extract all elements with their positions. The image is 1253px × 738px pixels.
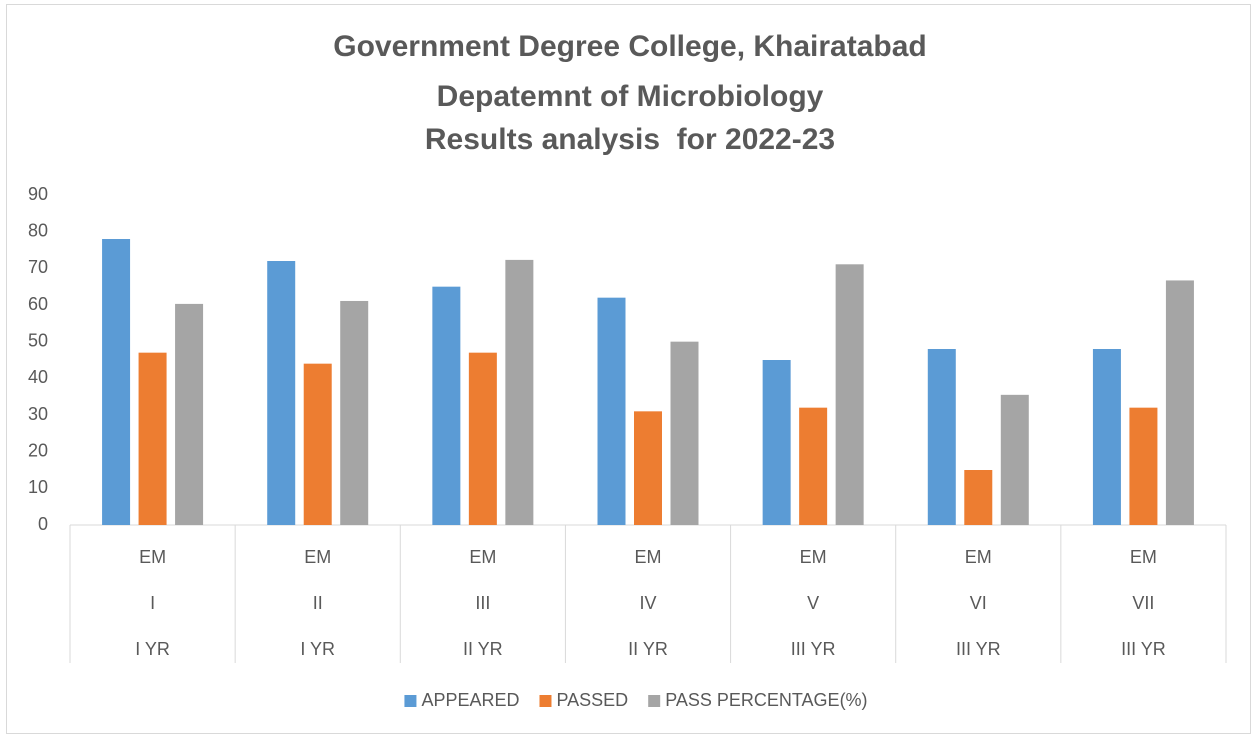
x-tick-label: EM [965, 547, 992, 567]
x-tick-label: EM [635, 547, 662, 567]
x-tick-label: I [150, 593, 155, 613]
x-tick-label: EM [1130, 547, 1157, 567]
bar [505, 259, 534, 525]
bar [1129, 407, 1158, 525]
bar [799, 407, 828, 525]
legend-swatch [404, 695, 417, 707]
bar [175, 303, 204, 525]
bar [138, 352, 167, 525]
bar [102, 239, 131, 525]
bar [634, 411, 662, 525]
y-tick-label: 10 [28, 477, 48, 497]
bar [835, 264, 864, 525]
legend-swatch [648, 695, 661, 707]
y-tick-label: 90 [28, 184, 48, 204]
bar [1000, 394, 1029, 525]
chart-title: Government Degree College, Khairatabad [333, 30, 927, 63]
legend-label: PASS PERCENTAGE(%) [665, 690, 867, 710]
bar [468, 352, 497, 525]
x-tick-label: EM [800, 547, 827, 567]
x-tick-label: II [313, 593, 323, 613]
bar [303, 363, 332, 525]
y-tick-label: 20 [28, 440, 48, 460]
bar [597, 297, 626, 525]
legend-label: PASSED [556, 690, 628, 710]
bar [267, 261, 296, 525]
y-tick-label: 40 [28, 367, 48, 387]
x-tick-label: III YR [956, 639, 1001, 659]
chart-title: Depatemnt of Microbiology [437, 80, 824, 113]
bar [1165, 280, 1194, 525]
x-tick-label: II YR [463, 639, 503, 659]
x-tick-label: EM [304, 547, 331, 567]
bar [964, 470, 993, 525]
bar [340, 300, 369, 525]
chart-border [6, 4, 1251, 734]
x-tick-label: VII [1132, 593, 1154, 613]
y-tick-label: 0 [38, 514, 48, 534]
x-tick-label: I YR [135, 639, 170, 659]
chart-title: Results analysis for 2022-23 [425, 123, 835, 156]
y-tick-label: 70 [28, 257, 48, 277]
x-tick-label: III YR [791, 639, 836, 659]
x-tick-label: II YR [628, 639, 668, 659]
legend-swatch [539, 695, 552, 707]
x-tick-label: IV [639, 593, 656, 613]
x-tick-label: EM [469, 547, 496, 567]
bar [762, 360, 791, 525]
y-tick-label: 50 [28, 330, 48, 350]
y-tick-label: 80 [28, 220, 48, 240]
x-tick-label: V [807, 593, 819, 613]
bar [432, 286, 461, 525]
x-tick-label: III YR [1121, 639, 1166, 659]
bar [1092, 349, 1121, 525]
x-tick-label: III [475, 593, 490, 613]
x-tick-label: EM [139, 547, 166, 567]
bar [927, 349, 956, 525]
y-tick-label: 30 [28, 404, 48, 424]
legend-label: APPEARED [421, 690, 519, 710]
y-tick-label: 60 [28, 294, 48, 314]
x-tick-label: I YR [300, 639, 335, 659]
bar [670, 341, 699, 525]
x-tick-label: VI [970, 593, 987, 613]
